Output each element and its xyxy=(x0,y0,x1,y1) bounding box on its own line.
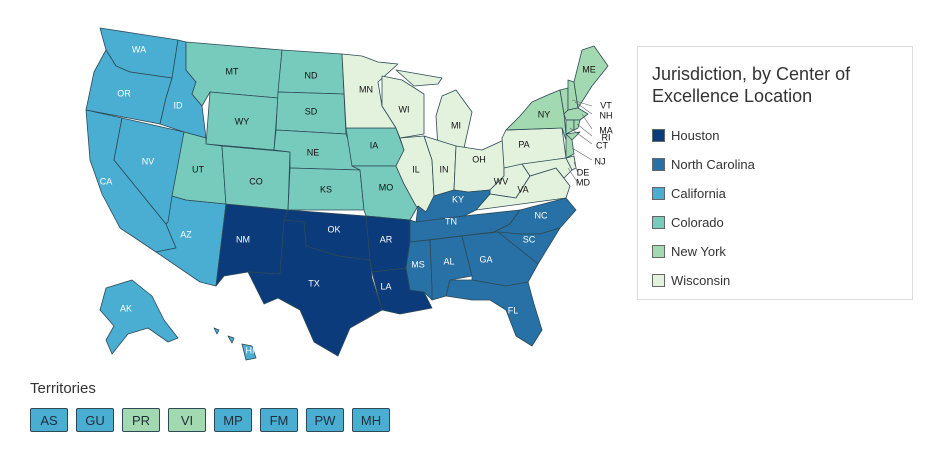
state-label-az: AZ xyxy=(180,229,192,239)
state-label-ok: OK xyxy=(327,224,340,234)
state-label-nv: NV xyxy=(142,156,155,166)
state-label-oh: OH xyxy=(472,154,486,164)
state-label-wv: WV xyxy=(494,176,509,186)
state-TX[interactable] xyxy=(247,219,383,357)
state-label-ms: MS xyxy=(411,259,425,269)
us-map: WA OR CA NV ID MT WY UT AZ CO NM ND SD NE KS OK TX MN IA MO… xyxy=(85,27,613,361)
territory-button-gu[interactable]: GU xyxy=(76,408,114,432)
state-label-mo: MO xyxy=(379,182,394,192)
state-label-sc: SC xyxy=(523,234,536,244)
state-RI[interactable] xyxy=(573,119,581,131)
territory-button-pr[interactable]: PR xyxy=(122,408,160,432)
territory-button-fm[interactable]: FM xyxy=(260,408,298,432)
state-label-nm: NM xyxy=(236,234,250,244)
state-label-la: LA xyxy=(380,281,391,291)
territory-button-mh[interactable]: MH xyxy=(352,408,390,432)
legend-label: North Carolina xyxy=(671,156,755,172)
territories-list: AS GU PR VI MP FM PW MH xyxy=(30,408,390,432)
state-label-va: VA xyxy=(517,184,528,194)
territory-button-mp[interactable]: MP xyxy=(214,408,252,432)
legend-item-nc[interactable]: North Carolina xyxy=(652,156,755,172)
state-label-ga: GA xyxy=(479,254,492,264)
state-NJ[interactable] xyxy=(565,133,575,159)
state-label-ak: AK xyxy=(120,303,132,313)
state-label-nh: NH xyxy=(600,110,613,120)
legend-label: Colorado xyxy=(671,214,724,230)
state-NY[interactable] xyxy=(505,89,581,141)
legend-swatch xyxy=(652,128,665,142)
state-label-nd: ND xyxy=(305,70,318,80)
legend: Jurisdiction, by Center of Excellence Lo… xyxy=(637,46,913,300)
state-CT[interactable] xyxy=(565,119,575,135)
state-label-al: AL xyxy=(443,256,454,266)
state-label-in: IN xyxy=(440,164,449,174)
legend-item-houston[interactable]: Houston xyxy=(652,127,719,143)
territories-title: Territories xyxy=(30,380,96,397)
territory-button-vi[interactable]: VI xyxy=(168,408,206,432)
state-label-nj: NJ xyxy=(595,156,606,166)
legend-label: New York xyxy=(671,243,726,259)
state-label-ia: IA xyxy=(370,140,379,150)
legend-item-ca[interactable]: California xyxy=(652,185,726,201)
legend-title: Jurisdiction, by Center of Excellence Lo… xyxy=(652,64,851,106)
state-label-il: IL xyxy=(412,164,420,174)
state-label-co: CO xyxy=(249,176,263,186)
label-leader-lines xyxy=(567,99,593,184)
state-label-ct: CT xyxy=(596,140,608,150)
state-label-vt: VT xyxy=(600,100,612,110)
state-label-ma: MA xyxy=(599,125,613,135)
state-label-or: OR xyxy=(117,88,131,98)
legend-label: Wisconsin xyxy=(671,272,731,288)
state-label-ri: RI xyxy=(602,132,611,142)
state-WI[interactable] xyxy=(381,75,425,139)
state-label-ca: CA xyxy=(100,176,113,186)
state-label-nc: NC xyxy=(535,210,548,220)
legend-item-wi[interactable]: Wisconsin xyxy=(652,272,730,288)
state-label-wy: WY xyxy=(235,116,250,126)
state-label-md: MD xyxy=(576,177,590,187)
state-label-ne: NE xyxy=(307,147,320,157)
legend-swatch xyxy=(652,157,665,171)
state-label-me: ME xyxy=(582,64,596,74)
state-label-wa: WA xyxy=(132,44,146,54)
state-label-ky: KY xyxy=(452,194,464,204)
state-label-sd: SD xyxy=(305,106,318,116)
legend-swatch xyxy=(652,186,665,200)
state-label-mi: MI xyxy=(451,120,461,130)
state-PA[interactable] xyxy=(501,127,567,169)
state-label-pa: PA xyxy=(518,139,529,149)
state-label-ks: KS xyxy=(320,184,332,194)
state-label-id: ID xyxy=(174,100,184,110)
state-labels: WA OR CA NV ID MT WY UT AZ CO NM ND SD NE KS OK TX MN IA MO… xyxy=(100,44,613,355)
state-label-mn: MN xyxy=(359,84,373,94)
territory-button-pw[interactable]: PW xyxy=(306,408,344,432)
territory-button-as[interactable]: AS xyxy=(30,408,68,432)
legend-swatch xyxy=(652,273,665,287)
state-ME[interactable] xyxy=(573,45,609,109)
legend-label: California xyxy=(671,185,726,201)
state-label-hi: HI xyxy=(246,345,255,355)
state-label-fl: FL xyxy=(508,305,519,315)
state-HI[interactable] xyxy=(213,327,257,361)
state-label-ar: AR xyxy=(380,234,393,244)
state-label-tn: TN xyxy=(445,216,457,226)
state-FL[interactable] xyxy=(445,279,543,347)
legend-item-co[interactable]: Colorado xyxy=(652,214,724,230)
state-AK[interactable] xyxy=(99,279,179,355)
legend-swatch xyxy=(652,244,665,258)
state-label-wi: WI xyxy=(399,104,410,114)
legend-item-ny[interactable]: New York xyxy=(652,243,726,259)
state-label-ut: UT xyxy=(192,164,204,174)
state-label-mt: MT xyxy=(226,66,239,76)
state-label-tx: TX xyxy=(308,278,320,288)
state-label-de: DE xyxy=(577,167,590,177)
state-label-ny: NY xyxy=(538,109,551,119)
legend-label: Houston xyxy=(671,127,720,143)
legend-swatch xyxy=(652,215,665,229)
